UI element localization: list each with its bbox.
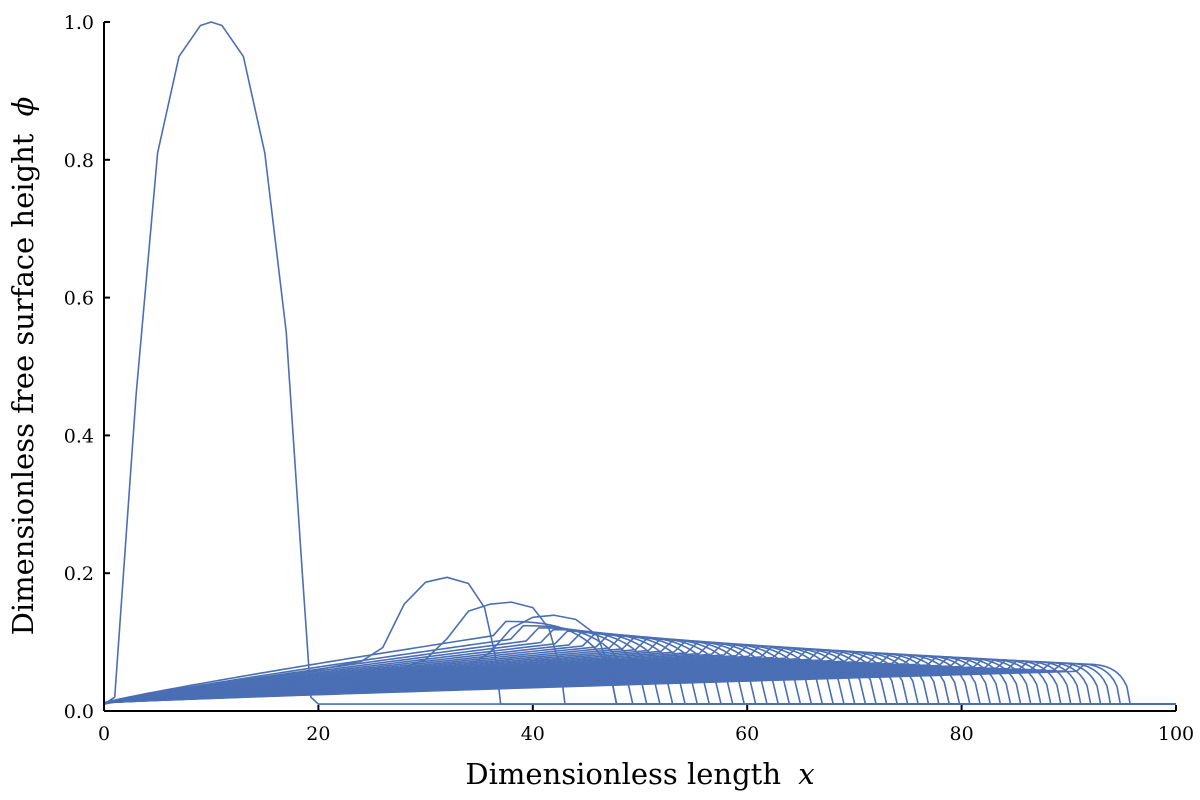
x-axis-title-var: x <box>798 757 814 791</box>
y-tick-label: 0.6 <box>64 288 94 310</box>
x-tick-label: 20 <box>306 723 330 745</box>
y-tick-label: 0.4 <box>64 425 94 447</box>
y-tick-label: 0.2 <box>64 563 94 585</box>
y-tick-label: 0.8 <box>64 150 94 172</box>
y-ticks: 0.0 0.2 0.4 0.6 0.8 1.0 <box>64 12 110 723</box>
profile-line-1 <box>103 21 1176 705</box>
x-tick-label: 100 <box>1158 723 1194 745</box>
x-tick-label: 80 <box>950 723 974 745</box>
y-tick-label: 1.0 <box>64 12 94 34</box>
profile-line-52 <box>103 663 1176 705</box>
series-layer <box>103 21 1176 705</box>
y-axis-title: Dimensionless free surface height ϕ <box>6 96 40 635</box>
x-tick-label: 60 <box>735 723 759 745</box>
profile-line-6 <box>103 624 1176 705</box>
x-axis-title-text: Dimensionless length <box>465 757 781 791</box>
x-tick-label: 40 <box>521 723 545 745</box>
y-axis-title-text: Dimensionless free surface height <box>6 133 40 635</box>
x-axis-title: Dimensionless length x <box>465 757 814 791</box>
y-axis-title-var: ϕ <box>6 96 40 116</box>
profile-line-5 <box>103 620 1176 705</box>
y-tick-label: 0.0 <box>64 701 94 723</box>
x-tick-label: 0 <box>98 723 110 745</box>
x-ticks: 0 20 40 60 80 100 <box>98 705 1194 745</box>
